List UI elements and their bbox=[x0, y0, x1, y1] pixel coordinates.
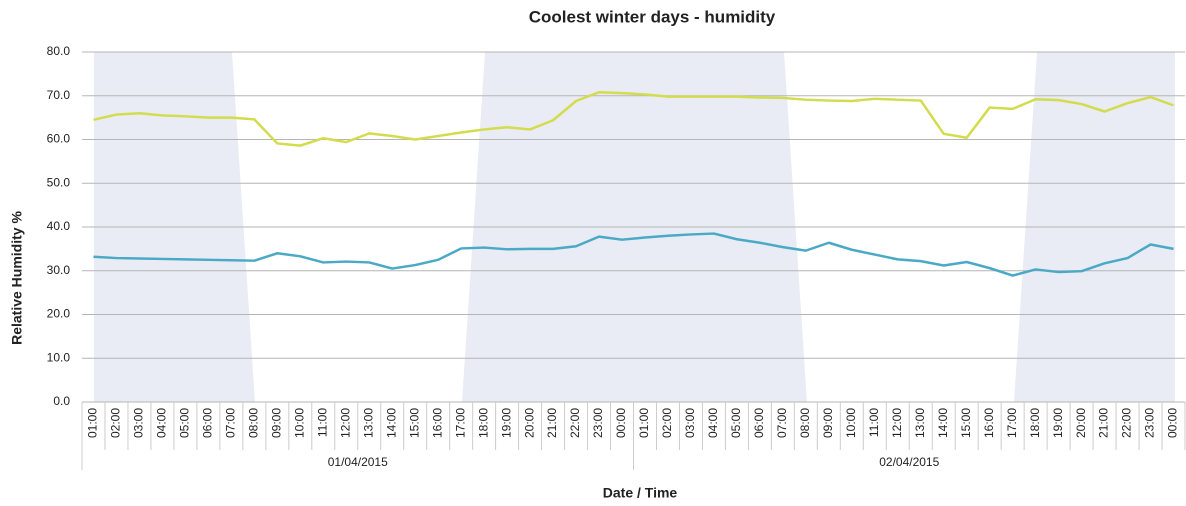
x-tick-label: 03:00 bbox=[132, 408, 146, 438]
y-tick-label: 10.0 bbox=[47, 350, 71, 364]
x-tick-label: 04:00 bbox=[706, 408, 720, 438]
x-axis-label: Date / Time bbox=[603, 485, 678, 501]
x-tick-label: 07:00 bbox=[775, 408, 789, 438]
x-tick-label: 05:00 bbox=[729, 408, 743, 438]
series-line bbox=[93, 232, 1174, 277]
x-tick-label: 20:00 bbox=[522, 408, 536, 438]
x-tick-label: 12:00 bbox=[890, 408, 904, 438]
x-tick-label: 09:00 bbox=[821, 408, 835, 438]
x-tick-label: 06:00 bbox=[201, 408, 215, 438]
x-tick-label: 07:00 bbox=[224, 408, 238, 438]
x-tick-label: 16:00 bbox=[982, 408, 996, 438]
series-line bbox=[93, 91, 1174, 147]
x-tick-label: 14:00 bbox=[384, 408, 398, 438]
x-tick-label: 21:00 bbox=[545, 408, 559, 438]
x-tick-label: 12:00 bbox=[338, 408, 352, 438]
y-tick-label: 40.0 bbox=[47, 219, 71, 233]
x-tick-label: 16:00 bbox=[430, 408, 444, 438]
x-tick-label: 09:00 bbox=[269, 408, 283, 438]
y-tick-label: 50.0 bbox=[47, 175, 71, 189]
y-tick-label: 20.0 bbox=[47, 307, 71, 321]
x-tick-label: 21:00 bbox=[1097, 408, 1111, 438]
x-tick-label: 15:00 bbox=[959, 408, 973, 438]
x-tick-label: 22:00 bbox=[568, 408, 582, 438]
x-tick-label: 13:00 bbox=[913, 408, 927, 438]
x-tick-label: 23:00 bbox=[591, 408, 605, 438]
x-tick-label: 22:00 bbox=[1120, 408, 1134, 438]
x-tick-label: 11:00 bbox=[315, 408, 329, 437]
x-tick-label: 11:00 bbox=[867, 408, 881, 437]
group-label: 02/04/2015 bbox=[879, 455, 939, 469]
y-axis-label: Relative Humidity % bbox=[9, 211, 25, 345]
x-tick-label: 02:00 bbox=[660, 408, 674, 438]
x-tick-label: 03:00 bbox=[683, 408, 697, 438]
x-tick-label: 02:00 bbox=[109, 408, 123, 438]
y-tick-label: 0.0 bbox=[53, 394, 70, 408]
x-tick-label: 13:00 bbox=[361, 408, 375, 438]
x-tick-label: 00:00 bbox=[614, 408, 628, 438]
x-tick-label: 14:00 bbox=[936, 408, 950, 438]
y-tick-label: 30.0 bbox=[47, 263, 71, 277]
x-tick-label: 10:00 bbox=[292, 408, 306, 438]
x-tick-label: 08:00 bbox=[247, 408, 261, 438]
x-tick-label: 17:00 bbox=[453, 408, 467, 438]
x-tick-label: 18:00 bbox=[1028, 408, 1042, 438]
chart-title: Coolest winter days - humidity bbox=[529, 7, 776, 26]
y-tick-label: 80.0 bbox=[47, 44, 71, 58]
x-tick-label: 20:00 bbox=[1074, 408, 1088, 438]
x-tick-label: 06:00 bbox=[752, 408, 766, 438]
x-tick-label: 19:00 bbox=[499, 408, 513, 438]
x-tick-label: 04:00 bbox=[155, 408, 169, 438]
x-tick-label: 19:00 bbox=[1051, 408, 1065, 438]
x-tick-label: 05:00 bbox=[178, 408, 192, 438]
group-label: 01/04/2015 bbox=[328, 455, 388, 469]
x-tick-label: 18:00 bbox=[476, 408, 490, 438]
y-tick-label: 70.0 bbox=[47, 88, 71, 102]
x-tick-label: 10:00 bbox=[844, 408, 858, 438]
x-tick-label: 08:00 bbox=[798, 408, 812, 438]
x-tick-label: 01:00 bbox=[86, 408, 100, 438]
x-tick-label: 17:00 bbox=[1005, 408, 1019, 438]
y-tick-label: 60.0 bbox=[47, 132, 71, 146]
x-tick-label: 00:00 bbox=[1166, 408, 1180, 438]
x-tick-label: 23:00 bbox=[1143, 408, 1157, 438]
x-tick-label: 15:00 bbox=[407, 408, 421, 438]
x-tick-label: 01:00 bbox=[637, 408, 651, 438]
